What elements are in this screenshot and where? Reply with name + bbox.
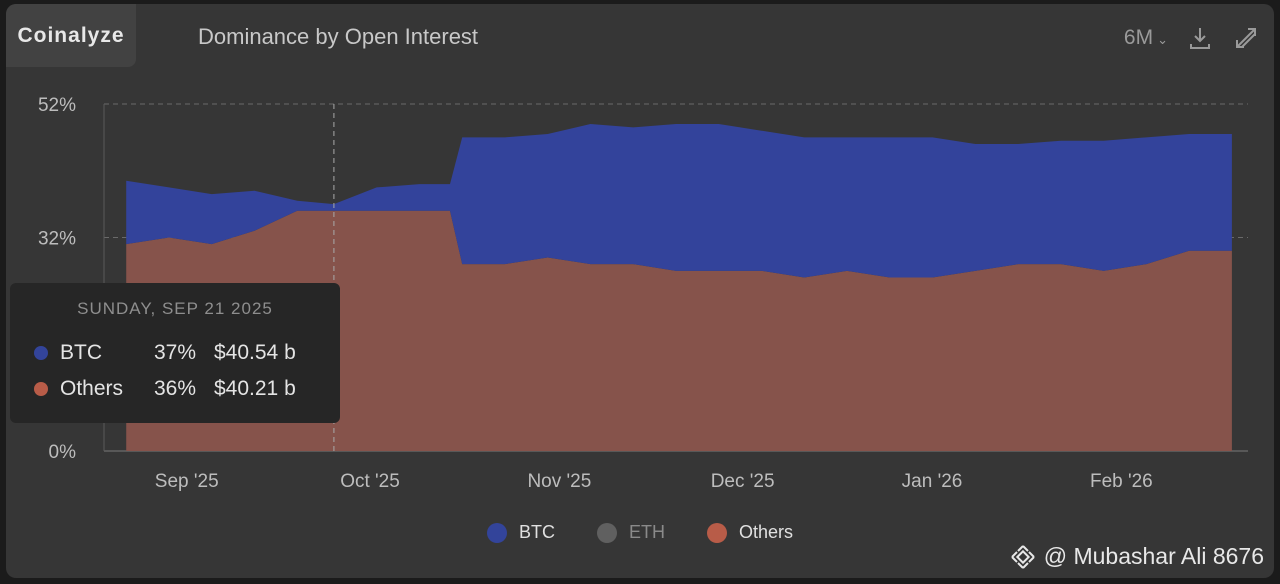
eth-dot-icon <box>596 522 617 543</box>
tooltip-date: SUNDAY, SEP 21 2025 <box>77 299 273 318</box>
x-tick-label: Sep '25 <box>155 471 219 492</box>
legend-label: Others <box>738 522 794 542</box>
chart-panel: Coinalyze Dominance by Open Interest 6M … <box>6 4 1274 578</box>
x-tick-label: Jan '26 <box>902 471 963 492</box>
chevron-down-icon: ⌄ <box>1157 32 1168 47</box>
time-range-label: 6M <box>1123 26 1154 49</box>
tooltip-row-btc: BTC 37% $40.54 b <box>34 339 296 367</box>
legend-label: BTC <box>518 522 555 542</box>
binance-logo-icon <box>1011 544 1035 569</box>
tooltip-series-value: $40.21 b <box>214 377 296 400</box>
tooltip-series-name: BTC <box>60 341 102 364</box>
btc-area <box>126 124 1232 278</box>
chart-title: Dominance by Open Interest <box>198 24 479 49</box>
download-icon[interactable] <box>1186 24 1214 52</box>
x-tick-label: Dec '25 <box>711 471 775 492</box>
x-tick-label: Nov '25 <box>527 471 591 492</box>
tooltip-series-name: Others <box>60 377 124 400</box>
time-range-dropdown[interactable]: 6M ⌄ <box>1124 26 1168 50</box>
watermark: @ Mubashar Ali 8676 <box>1010 543 1264 570</box>
y-tick-label: 32% <box>38 228 76 249</box>
others-dot-icon <box>706 522 727 543</box>
chart-toolbar: 6M ⌄ <box>1124 24 1260 52</box>
legend-label: ETH <box>628 522 665 542</box>
tooltip-series-value: $40.54 b <box>214 341 296 364</box>
btc-dot-icon <box>486 522 507 543</box>
legend-item-others[interactable]: Others <box>706 522 794 543</box>
expand-icon[interactable] <box>1232 24 1260 52</box>
btc-dot-icon <box>34 346 48 360</box>
x-tick-label: Oct '25 <box>340 471 400 492</box>
others-dot-icon <box>34 382 48 396</box>
tooltip-series-pct: 37% <box>154 341 197 364</box>
stacked-area-chart[interactable]: 52% 32% 0% Sep '25 Oct '25 Nov '25 Dec '25 Jan … <box>6 4 1274 578</box>
others-area <box>126 210 1232 451</box>
legend-item-btc[interactable]: BTC <box>486 522 555 543</box>
y-tick-label: 52% <box>38 95 76 116</box>
y-tick-label: 0% <box>49 442 77 463</box>
legend-item-eth[interactable]: ETH <box>596 522 665 543</box>
brand-logo[interactable]: Coinalyze <box>6 4 136 67</box>
watermark-text: @ Mubashar Ali 8676 <box>1043 543 1264 569</box>
hover-tooltip: SUNDAY, SEP 21 2025 BTC 37% $40.54 b Oth… <box>10 283 340 423</box>
x-tick-label: Feb '26 <box>1090 471 1153 492</box>
tooltip-series-pct: 36% <box>154 377 197 400</box>
tooltip-row-others: Others 36% $40.21 b <box>34 375 296 403</box>
chart-legend: BTC ETH Others <box>6 522 1274 543</box>
